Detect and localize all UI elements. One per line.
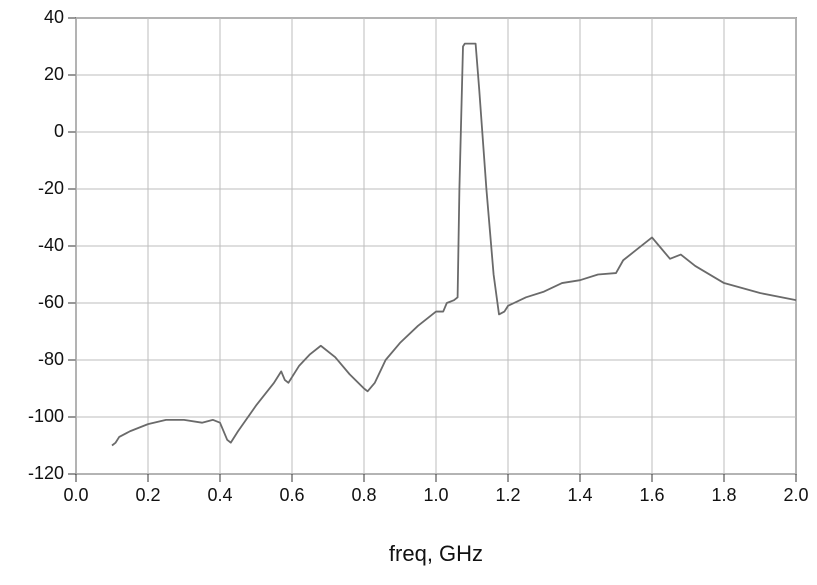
y-tick-label: -80 <box>38 349 64 369</box>
x-tick-label: 1.4 <box>567 485 592 505</box>
x-tick-label: 2.0 <box>783 485 808 505</box>
x-tick-label: 1.6 <box>639 485 664 505</box>
y-tick-label: -40 <box>38 235 64 255</box>
x-tick-label: 1.0 <box>423 485 448 505</box>
x-axis-label: freq, GHz <box>389 541 483 566</box>
y-tick-label: -60 <box>38 292 64 312</box>
x-tick-label: 0.8 <box>351 485 376 505</box>
x-tick-label: 0.2 <box>135 485 160 505</box>
y-tick-label: 0 <box>54 121 64 141</box>
y-tick-label: -120 <box>28 463 64 483</box>
data-line <box>111 42 797 447</box>
y-tick-label: -20 <box>38 178 64 198</box>
y-tick-label: 20 <box>44 64 64 84</box>
x-tick-label: 0.4 <box>207 485 232 505</box>
x-tick-label: 0.0 <box>63 485 88 505</box>
y-tick-label: 40 <box>44 7 64 27</box>
x-tick-label: 1.8 <box>711 485 736 505</box>
x-tick-label: 1.2 <box>495 485 520 505</box>
y-tick-label: -100 <box>28 406 64 426</box>
x-tick-label: 0.6 <box>279 485 304 505</box>
